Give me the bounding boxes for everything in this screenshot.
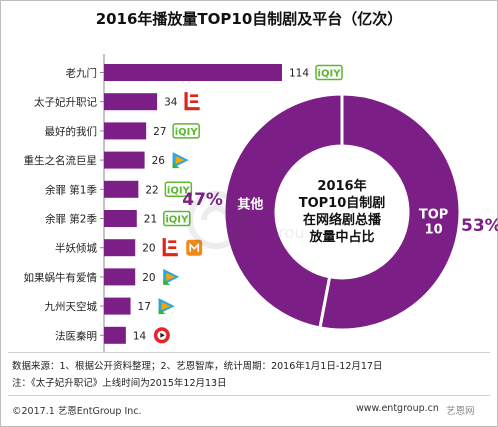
- donut-slice: [222, 92, 344, 330]
- value-label: 21: [144, 214, 157, 226]
- donut-slice: [318, 92, 462, 332]
- slice-label: 其他: [237, 196, 263, 212]
- category-label: 老九门: [66, 67, 98, 80]
- bar: [104, 239, 136, 257]
- bar: [104, 210, 137, 227]
- footer-watermark: 艺恩网: [446, 406, 475, 417]
- bar: [104, 180, 139, 198]
- category-label: 最好的我们: [45, 125, 98, 138]
- bar: [104, 122, 147, 140]
- bar-chart: 老九门 114 iQIY 太子妃升职记 34 最好的我们 27 iQIY 重生之名流巨星 26 余罪…: [24, 54, 343, 352]
- value-label: 17: [138, 301, 151, 313]
- slice-label: TOP 10: [419, 208, 448, 238]
- donut-group: TOP 10 53% 其他 47% 2016年 TOP10自制剧在网络剧总播放量中占比: [182, 92, 498, 332]
- donut-center-text: 2016年 TOP10自制剧在网络剧总播放量中占比: [299, 178, 386, 245]
- category-label: 余罪 第1季: [45, 183, 98, 196]
- bar: [104, 93, 158, 111]
- letv-icon: [162, 238, 178, 257]
- category-label: 如果蜗牛有爱情: [24, 271, 98, 284]
- value-label: 20: [142, 272, 155, 284]
- svg-text:iQIY: iQIY: [318, 69, 342, 80]
- divider-top: [8, 352, 490, 353]
- watermark-text: entgroup: [242, 223, 306, 242]
- value-label: 27: [153, 126, 166, 138]
- category-label: 太子妃升职记: [34, 96, 97, 109]
- category-label: 法医秦明: [55, 329, 97, 342]
- value-label: 114: [289, 68, 309, 80]
- tencent-video-icon: [158, 298, 175, 315]
- svg-text:iQIY: iQIY: [175, 127, 199, 138]
- iqiyi-icon: iQIY: [164, 181, 193, 198]
- slice-percent: 47%: [182, 190, 223, 210]
- bar: [104, 297, 131, 315]
- svg-text:iQIY: iQIY: [165, 215, 189, 226]
- footer-copyright: ©2017.1 艺恩EntGroup Inc.: [12, 406, 142, 417]
- iqiyi-icon: iQIY: [163, 210, 191, 227]
- slice-percent: 53%: [461, 216, 498, 236]
- value-label: 26: [152, 155, 166, 167]
- donut-chart: TOP 10 53% 其他 47% 2016年 TOP10自制剧在网络剧总播放量中占比: [182, 92, 498, 332]
- bar: [104, 268, 136, 286]
- chart-title: 2016年播放量TOP10自制剧及平台（亿次）: [95, 10, 403, 28]
- mango-tv-icon: [186, 239, 203, 256]
- value-label: 22: [145, 184, 158, 196]
- value-label: 20: [142, 243, 155, 255]
- iqiyi-icon: iQIY: [315, 64, 343, 81]
- source-note-1: 数据来源：1、根据公开资料整理；2、艺恩智库，统计周期：2016年1月1日-12…: [12, 361, 383, 372]
- category-label: 九州天空城: [45, 300, 98, 313]
- category-label: 余罪 第2季: [45, 213, 98, 226]
- svg-text:iQIY: iQIY: [167, 185, 191, 196]
- bar: [104, 64, 282, 81]
- divider-bottom: [8, 395, 490, 396]
- source-note-2: 注：《太子妃升职记》上线时间为2015年12月13日: [12, 378, 227, 389]
- category-label: 半妖倾城: [55, 242, 97, 255]
- watermark-logo: entgroup: [187, 191, 306, 249]
- bar-group: 老九门 114 iQIY 太子妃升职记 34 最好的我们 27 iQIY 重生之名流巨星 26 余罪…: [24, 54, 343, 352]
- value-label: 34: [164, 97, 178, 109]
- letv-icon: [184, 92, 200, 111]
- bar: [104, 326, 126, 344]
- bar: [104, 151, 145, 169]
- category-label: 重生之名流巨星: [24, 154, 98, 167]
- tencent-video-icon: [163, 268, 180, 285]
- iqiyi-icon: iQIY: [172, 123, 200, 139]
- footer-url: www.entgroup.cn: [356, 403, 439, 414]
- value-label: 14: [133, 330, 147, 342]
- tencent-video-icon: [172, 152, 189, 169]
- sohu-video-icon: [153, 327, 170, 344]
